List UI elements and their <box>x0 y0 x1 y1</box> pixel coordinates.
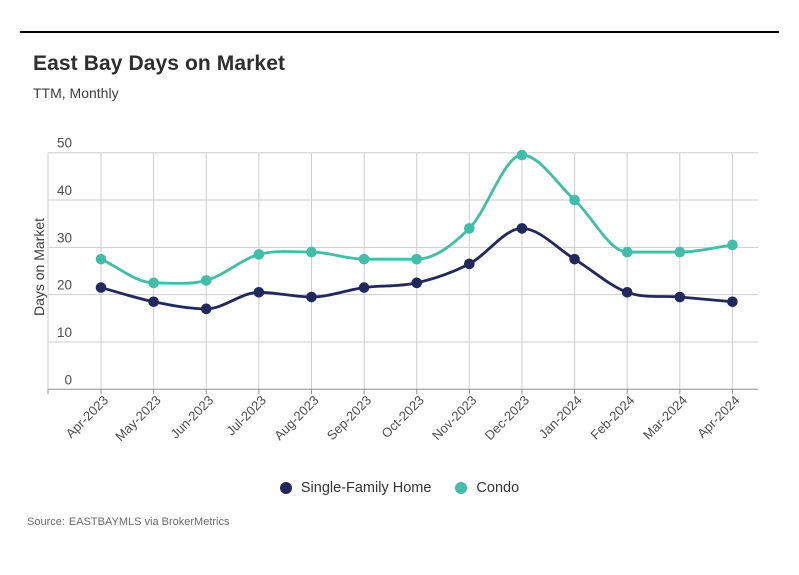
data-point-single-family-home <box>306 291 317 303</box>
y-axis-label: 10 <box>57 325 72 340</box>
y-axis-label: 30 <box>57 230 72 245</box>
data-point-condo <box>306 246 317 258</box>
legend: Single-Family Home Condo <box>0 480 799 496</box>
source-label: Source: <box>27 516 65 528</box>
data-point-condo <box>200 275 212 286</box>
legend-item-condo: Condo <box>455 480 519 496</box>
legend-label-condo: Condo <box>476 480 520 496</box>
y-axis-label: 20 <box>57 278 72 293</box>
data-point-single-family-home <box>569 253 580 265</box>
y-axis-label: 40 <box>57 183 72 198</box>
x-axis-label: Nov-2023 <box>429 393 479 443</box>
data-point-condo <box>95 253 107 265</box>
legend-label-single-family-home: Single-Family Home <box>300 480 432 496</box>
data-point-single-family-home <box>411 277 423 289</box>
data-point-condo <box>358 253 370 265</box>
y-axis-label: 0 <box>64 372 72 387</box>
data-point-single-family-home <box>253 286 265 298</box>
data-point-single-family-home <box>148 296 159 308</box>
x-axis-label: Jun-2023 <box>167 393 216 442</box>
data-point-condo <box>148 277 159 289</box>
x-axis-label: Jan-2024 <box>536 393 585 442</box>
x-axis-label: Apr-2023 <box>63 393 111 441</box>
y-axis-label: 50 <box>57 136 72 151</box>
x-axis-label: Mar-2024 <box>640 393 690 443</box>
data-point-condo <box>516 149 528 161</box>
data-point-single-family-home <box>674 291 686 303</box>
data-point-condo <box>411 253 423 265</box>
legend-swatch-single-family-home <box>279 482 292 494</box>
legend-swatch-condo <box>455 482 468 494</box>
data-point-single-family-home <box>95 282 107 293</box>
data-point-single-family-home <box>358 282 370 293</box>
x-axis-label: May-2023 <box>112 393 163 444</box>
data-point-condo <box>621 246 633 258</box>
data-point-single-family-home <box>621 286 633 298</box>
x-axis-label: Jul-2023 <box>223 393 269 439</box>
chart-subtitle: TTM, Monthly <box>33 85 119 101</box>
x-axis-label: Aug-2023 <box>271 393 321 443</box>
data-point-condo <box>674 246 686 258</box>
data-point-condo <box>464 223 475 234</box>
x-axis-label: Feb-2024 <box>587 393 637 443</box>
x-axis-label: Apr-2024 <box>694 393 742 441</box>
data-point-single-family-home <box>727 296 738 308</box>
data-point-condo <box>253 249 265 260</box>
x-axis-label: Sep-2023 <box>324 393 374 443</box>
data-point-condo <box>569 194 580 206</box>
x-axis-label: Dec-2023 <box>482 393 532 443</box>
source-text: EASTBAYMLS via BrokerMetrics <box>68 516 230 528</box>
data-point-single-family-home <box>464 258 475 270</box>
top-divider <box>20 31 779 33</box>
legend-item-single-family-home: Single-Family Home <box>279 480 432 496</box>
source-note: Source: EASTBAYMLS via BrokerMetrics <box>27 516 229 528</box>
chart-title: East Bay Days on Market <box>33 52 286 75</box>
x-axis-label: Oct-2023 <box>378 393 426 441</box>
data-point-single-family-home <box>200 303 212 315</box>
data-point-condo <box>727 239 738 251</box>
data-point-single-family-home <box>516 223 528 234</box>
